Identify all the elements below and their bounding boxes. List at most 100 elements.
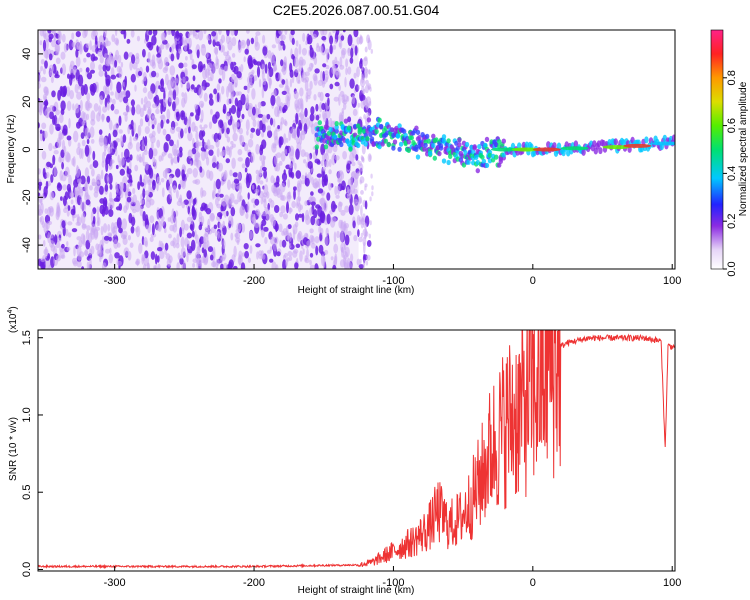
noise-speckle <box>261 123 266 133</box>
noise-speckle <box>339 56 343 67</box>
noise-speckle <box>93 103 99 112</box>
noise-speckle <box>250 37 255 45</box>
noise-speckle <box>244 48 249 55</box>
ridge-blob <box>397 123 402 129</box>
noise-speckle <box>158 85 161 90</box>
noise-speckle <box>296 202 299 209</box>
noise-speckle <box>370 48 373 54</box>
ridge-blob <box>432 155 437 161</box>
noise-speckle <box>115 164 119 170</box>
noise-speckle <box>338 219 343 229</box>
noise-speckle <box>264 63 268 74</box>
noise-speckle <box>51 90 56 98</box>
noise-speckle <box>179 227 183 238</box>
noise-speckle <box>318 45 324 53</box>
noise-speckle <box>59 113 64 124</box>
noise-speckle <box>96 220 100 227</box>
noise-speckle <box>108 253 114 264</box>
noise-speckle <box>188 126 191 134</box>
noise-speckle <box>281 172 288 182</box>
ridge-blob <box>406 139 411 145</box>
noise-speckle <box>112 129 118 138</box>
noise-speckle <box>225 158 230 164</box>
noise-speckle <box>62 184 67 191</box>
noise-speckle <box>92 160 99 169</box>
noise-speckle <box>170 53 175 62</box>
noise-speckle <box>314 263 319 269</box>
noise-speckle <box>160 216 165 221</box>
noise-speckle <box>335 71 341 78</box>
noise-speckle <box>42 68 46 75</box>
noise-speckle <box>89 40 92 51</box>
noise-speckle <box>94 229 99 239</box>
noise-speckle <box>110 222 115 234</box>
noise-speckle <box>281 239 287 248</box>
noise-speckle <box>109 199 115 209</box>
noise-speckle <box>230 207 236 217</box>
noise-speckle <box>40 257 46 263</box>
noise-speckle <box>120 151 124 158</box>
noise-speckle <box>322 70 326 82</box>
noise-speckle <box>271 44 277 49</box>
spectrogram-x-axis-label: Height of straight line (km) <box>298 285 415 296</box>
noise-speckle <box>302 32 306 42</box>
noise-speckle <box>304 107 308 118</box>
noise-speckle <box>359 34 362 40</box>
noise-speckle <box>160 219 165 226</box>
ridge-blob <box>391 145 396 151</box>
noise-speckle <box>233 199 239 205</box>
noise-speckle <box>86 225 91 231</box>
noise-speckle <box>280 151 286 162</box>
noise-speckle <box>180 247 186 257</box>
noise-speckle <box>333 243 339 254</box>
noise-speckle <box>209 93 213 100</box>
noise-speckle <box>74 103 80 114</box>
noise-speckle <box>50 76 54 84</box>
noise-speckle <box>111 34 116 43</box>
noise-speckle <box>262 34 266 44</box>
y-tick-label: -40 <box>21 237 33 253</box>
noise-speckle <box>246 75 253 85</box>
noise-speckle <box>49 123 54 135</box>
ridge-blob <box>472 145 477 151</box>
noise-speckle <box>280 205 286 214</box>
noise-speckle <box>123 247 130 257</box>
noise-speckle <box>148 147 154 160</box>
noise-speckle <box>197 141 203 147</box>
noise-speckle <box>289 69 294 78</box>
noise-speckle <box>347 116 352 123</box>
noise-speckle <box>45 180 49 190</box>
chart-title: C2E5.2026.087.00.51.G04 <box>273 2 440 18</box>
noise-speckle <box>60 149 65 158</box>
noise-speckle <box>297 180 300 189</box>
noise-speckle <box>115 49 120 61</box>
noise-speckle <box>142 103 146 111</box>
noise-speckle <box>49 240 55 248</box>
noise-speckle <box>237 191 242 203</box>
noise-speckle <box>42 93 48 101</box>
noise-speckle <box>334 155 340 161</box>
noise-speckle <box>125 90 131 98</box>
noise-speckle <box>301 74 304 83</box>
noise-speckle <box>90 69 95 74</box>
noise-speckle <box>349 78 355 89</box>
noise-speckle <box>186 232 193 239</box>
noise-speckle <box>294 262 299 269</box>
noise-speckle <box>172 101 176 112</box>
noise-speckle <box>75 30 81 38</box>
noise-speckle <box>226 136 231 143</box>
noise-speckle <box>207 246 214 253</box>
noise-speckle <box>127 125 131 135</box>
snr-x-ticks: -300 -200 -100 0 100 <box>104 566 681 589</box>
noise-speckle <box>70 190 74 199</box>
noise-speckle <box>220 256 226 262</box>
noise-speckle <box>81 266 85 269</box>
ridge-blob <box>671 134 675 142</box>
y-tick-label: -20 <box>21 189 33 205</box>
x-tick-label: -200 <box>243 577 265 589</box>
noise-speckle <box>294 103 298 110</box>
ridge-blob <box>392 139 398 145</box>
noise-speckle <box>294 162 297 170</box>
noise-speckle <box>195 234 199 244</box>
noise-speckle <box>73 245 76 257</box>
